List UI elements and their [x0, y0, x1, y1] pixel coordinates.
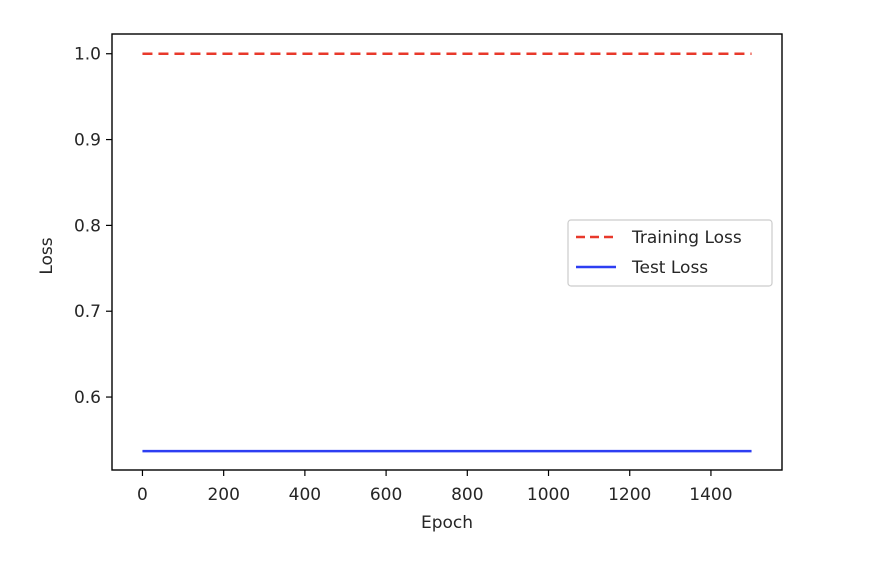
- x-axis-label: Epoch: [421, 513, 473, 533]
- plot-frame: [111, 33, 783, 471]
- legend: Training Loss Test Loss: [567, 219, 773, 287]
- x-tick-label: 1200: [608, 485, 651, 505]
- x-tick-label: 1400: [689, 485, 732, 505]
- x-tick-label: 800: [451, 485, 483, 505]
- y-axis-ticks: 0.6 0.7 0.8 0.9 1.0: [74, 45, 112, 408]
- y-tick-label: 1.0: [74, 45, 101, 65]
- legend-box: [567, 219, 773, 287]
- x-tick-label: 600: [370, 485, 402, 505]
- plot-marks: [142, 52, 752, 453]
- y-tick-label: 0.8: [74, 216, 101, 236]
- x-axis-ticks: 0 200 400 600 800 1000 1200 1400: [137, 470, 733, 505]
- y-tick-label: 0.7: [74, 302, 101, 322]
- legend-label: Test Loss: [631, 258, 708, 278]
- y-tick-label: 0.9: [74, 131, 101, 151]
- x-tick-label: 200: [207, 485, 239, 505]
- x-tick-label: 400: [289, 485, 321, 505]
- y-tick-label: 0.6: [74, 388, 101, 408]
- x-tick-label: 0: [137, 485, 148, 505]
- y-axis-label: Loss: [37, 237, 57, 274]
- legend-label: Training Loss: [631, 228, 742, 248]
- x-tick-label: 1000: [527, 485, 570, 505]
